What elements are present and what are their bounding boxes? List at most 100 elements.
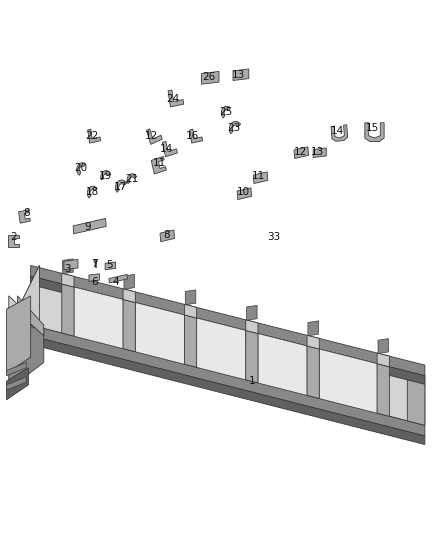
Text: 13: 13 [232,70,245,79]
Polygon shape [101,171,111,180]
Text: 20: 20 [74,163,88,173]
Text: 15: 15 [366,123,379,133]
Polygon shape [313,148,326,158]
Polygon shape [9,265,39,328]
Text: 25: 25 [219,107,232,117]
Polygon shape [63,259,73,274]
Polygon shape [230,122,240,134]
Polygon shape [307,346,319,399]
Polygon shape [7,362,26,376]
Text: 1: 1 [248,376,255,386]
Polygon shape [124,274,134,289]
Polygon shape [73,219,106,234]
Polygon shape [109,274,127,283]
Polygon shape [31,325,425,436]
Polygon shape [190,129,203,143]
Text: 16: 16 [186,131,199,141]
Polygon shape [294,147,308,158]
Polygon shape [77,163,85,175]
Polygon shape [31,276,425,425]
Polygon shape [87,186,97,198]
Polygon shape [378,338,389,353]
Polygon shape [9,265,39,373]
Text: 12: 12 [293,147,307,157]
Polygon shape [377,364,389,416]
Polygon shape [308,321,318,336]
Text: 9: 9 [84,222,91,231]
Text: 11: 11 [252,171,265,181]
Polygon shape [31,276,425,384]
Polygon shape [319,349,377,413]
Polygon shape [221,106,231,118]
Polygon shape [7,377,26,390]
Text: 5: 5 [106,261,113,270]
Text: 21: 21 [125,174,138,183]
Polygon shape [258,334,307,395]
Polygon shape [62,273,74,287]
Polygon shape [377,353,389,367]
Text: 8: 8 [23,208,30,218]
Text: 12: 12 [145,131,158,141]
Polygon shape [7,368,28,400]
Text: 6: 6 [91,278,98,287]
Polygon shape [197,318,246,380]
Polygon shape [95,263,96,266]
Text: 7: 7 [91,259,98,269]
Text: 24: 24 [166,94,180,103]
Text: 4: 4 [113,278,120,287]
Polygon shape [253,172,268,183]
Polygon shape [201,71,219,84]
Polygon shape [105,262,116,270]
Text: 26: 26 [203,72,216,82]
Polygon shape [18,209,30,223]
Polygon shape [151,157,166,174]
Polygon shape [365,123,384,142]
Polygon shape [307,335,319,349]
Polygon shape [146,129,162,144]
Polygon shape [184,315,197,367]
Circle shape [94,260,97,263]
Polygon shape [62,284,74,336]
Text: 17: 17 [114,182,127,191]
Polygon shape [18,296,44,336]
Text: 10: 10 [237,187,250,197]
Polygon shape [246,320,258,334]
Polygon shape [237,188,251,199]
Polygon shape [9,328,44,389]
Text: 23: 23 [228,123,241,133]
Polygon shape [247,305,257,320]
Polygon shape [31,336,425,445]
Polygon shape [233,69,249,80]
Polygon shape [64,260,78,270]
Polygon shape [407,380,425,425]
Text: 3: 3 [64,264,71,274]
Text: 14: 14 [331,126,344,135]
Text: 33: 33 [267,232,280,242]
Text: 19: 19 [99,171,112,181]
Polygon shape [89,274,99,281]
Text: 11: 11 [153,158,166,167]
Polygon shape [127,174,137,184]
Text: 14: 14 [160,144,173,154]
Polygon shape [74,287,123,349]
Polygon shape [123,289,135,303]
Text: 2: 2 [10,232,17,242]
Polygon shape [331,125,348,141]
Polygon shape [160,230,174,241]
Polygon shape [162,141,177,157]
Polygon shape [116,180,127,192]
Text: 22: 22 [85,131,99,141]
Polygon shape [168,90,184,107]
Text: 8: 8 [163,230,170,239]
Polygon shape [8,235,19,247]
Polygon shape [135,303,184,364]
Polygon shape [123,300,135,352]
Polygon shape [246,330,258,383]
Polygon shape [185,290,196,305]
Polygon shape [184,304,197,318]
Polygon shape [88,129,101,143]
Polygon shape [7,296,31,373]
Polygon shape [31,265,425,376]
Text: 18: 18 [85,187,99,197]
Text: 13: 13 [311,147,324,157]
